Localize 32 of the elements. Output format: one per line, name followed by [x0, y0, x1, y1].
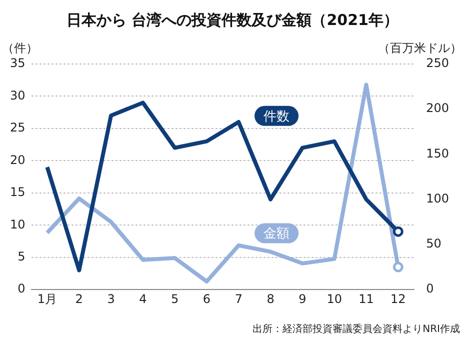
y-tick-label: 5 [18, 249, 26, 264]
y-tick-label: 0 [18, 282, 26, 296]
x-tick-label: 10 [326, 292, 342, 306]
y2-tick-label: 50 [426, 236, 442, 251]
series-label: 件数 [264, 109, 290, 124]
y-tick-label: 35 [10, 56, 26, 70]
x-tick-label: 9 [298, 292, 306, 306]
y-tick-label: 30 [10, 88, 26, 102]
y-axis-title: （件） [2, 41, 38, 55]
x-tick-label: 3 [107, 292, 115, 306]
x-tick-label: 5 [171, 292, 179, 306]
y2-tick-label: 100 [426, 191, 449, 206]
x-tick-label: 11 [358, 292, 374, 306]
y-tick-label: 15 [10, 185, 26, 200]
x-tick-label: 6 [202, 292, 211, 306]
y-tick-label: 10 [10, 217, 26, 232]
y2-tick-label: 150 [426, 146, 449, 160]
chart-title: 日本から 台湾への投資件数及び金額（2021年） [66, 10, 398, 29]
x-tick-label: 4 [139, 292, 147, 306]
y2-axis-title: （百万米ドル） [378, 41, 462, 55]
text: 出所：経済部投資審議委員会資料よりNRI作成 [252, 323, 460, 335]
series-label: 金額 [264, 226, 290, 242]
y-tick-label: 20 [10, 152, 26, 167]
x-tick-label: 8 [266, 292, 274, 306]
x-tick-label: 7 [234, 292, 242, 306]
x-tick-label: 12 [390, 292, 406, 306]
y2-tick-label: 200 [426, 101, 449, 116]
x-tick-label: 2 [75, 292, 83, 306]
y-tick-label: 25 [10, 120, 26, 135]
y2-tick-label: 250 [426, 56, 449, 70]
x-tick-label: 1月 [37, 292, 58, 306]
y2-tick-label: 0 [426, 282, 434, 296]
